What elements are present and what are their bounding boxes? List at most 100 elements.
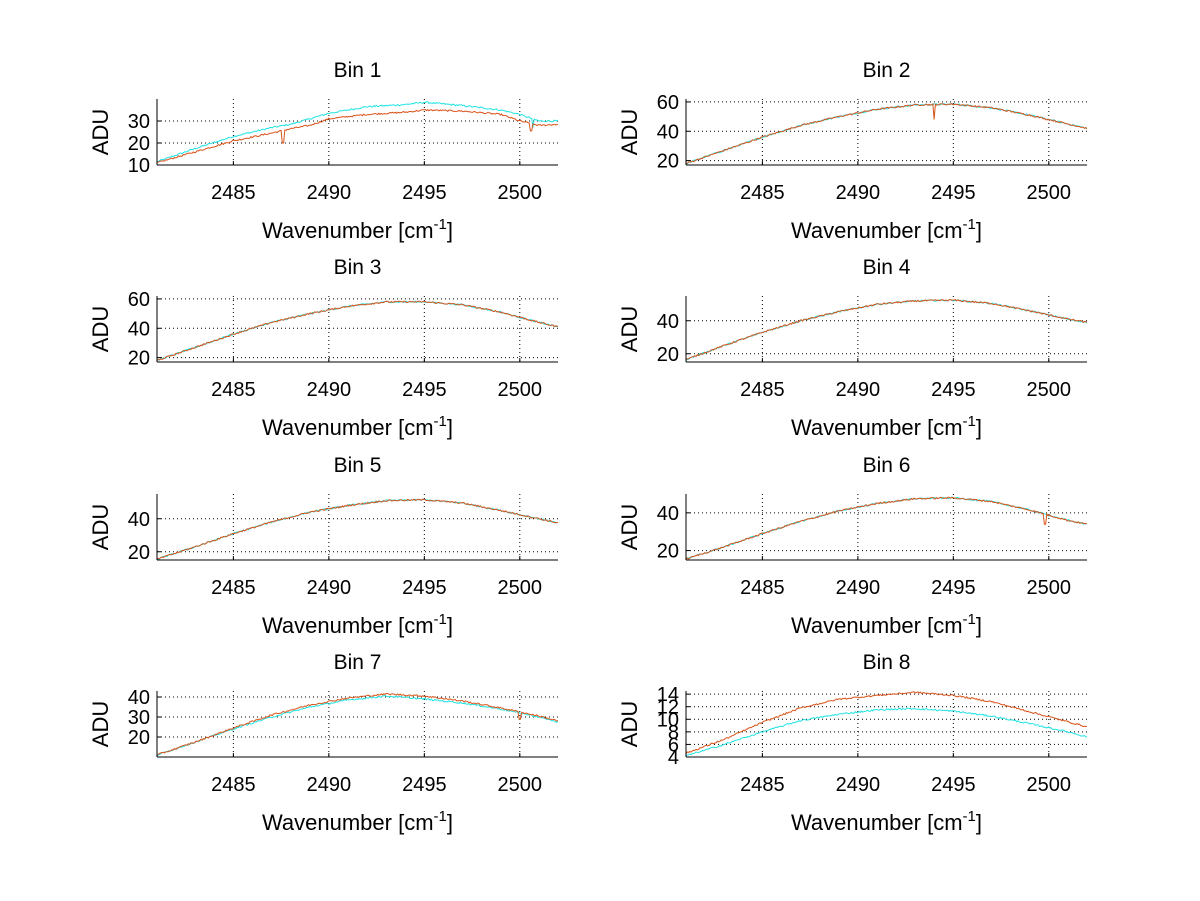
x-tick-label: 2490 (307, 774, 352, 796)
y-axis-label: ADU (88, 306, 113, 352)
x-tick-label: 2495 (402, 577, 447, 599)
x-tick-label: 2495 (402, 379, 447, 401)
x-tick-label: 2485 (211, 379, 256, 401)
x-tick-label: 2500 (1027, 774, 1072, 796)
x-axis-label: Wavenumber [cm-1] (262, 808, 453, 835)
x-tick-label: 2485 (740, 774, 785, 796)
y-tick-label: 40 (657, 311, 679, 333)
y-tick-label: 60 (128, 289, 150, 311)
series-line-cyan (686, 496, 1087, 560)
y-tick-label: 20 (128, 727, 150, 749)
series-line-orange (686, 496, 1087, 560)
series-line-orange (686, 691, 1087, 755)
x-axis-label: Wavenumber [cm-1] (262, 611, 453, 638)
subplot-5: 2485 2490 2495 2500 20 40 Bin 5 Wavenumber [cm-… (88, 454, 558, 638)
y-tick-label: 40 (128, 509, 150, 531)
x-tick-label: 2500 (498, 774, 543, 796)
series-line-orange (157, 108, 558, 163)
subplot-title: Bin 6 (863, 454, 911, 477)
y-tick-label: 60 (657, 92, 679, 114)
x-axis-label: Wavenumber [cm-1] (791, 808, 982, 835)
y-axis-label: ADU (88, 504, 113, 550)
x-axis-label: Wavenumber [cm-1] (262, 413, 453, 440)
x-tick-label: 2500 (1027, 379, 1072, 401)
x-axis-label: Wavenumber [cm-1] (791, 216, 982, 243)
x-tick-label: 2490 (307, 577, 352, 599)
series-line-orange (686, 299, 1087, 361)
x-tick-label: 2490 (836, 182, 881, 204)
x-axis-label: Wavenumber [cm-1] (791, 611, 982, 638)
series-line-orange (686, 102, 1087, 165)
x-tick-label: 2490 (836, 379, 881, 401)
x-tick-label: 2500 (1027, 182, 1072, 204)
x-axis-label: Wavenumber [cm-1] (791, 413, 982, 440)
y-tick-label: 20 (657, 541, 679, 563)
series-line-cyan (157, 101, 558, 163)
subplot-title: Bin 4 (863, 256, 911, 279)
y-tick-label: 40 (657, 503, 679, 525)
y-tick-label: 40 (657, 121, 679, 143)
y-tick-label: 12 (657, 697, 679, 719)
x-tick-label: 2490 (307, 379, 352, 401)
y-tick-label: 40 (128, 687, 150, 709)
y-tick-label: 20 (657, 344, 679, 366)
subplot-3: 2485 2490 2495 2500 20 40 60 Bin 3 Wavenumber [c… (88, 256, 558, 440)
x-tick-label: 2495 (402, 182, 447, 204)
x-tick-label: 2485 (740, 182, 785, 204)
subplot-2: 2485 2490 2495 2500 20 40 60 Bin 2 Wavenumber [c… (617, 59, 1087, 243)
y-tick-label: 14 (657, 684, 679, 706)
x-tick-label: 2485 (740, 577, 785, 599)
x-tick-label: 2495 (931, 577, 976, 599)
y-axis-label: ADU (88, 109, 113, 155)
y-tick-label: 20 (128, 542, 150, 564)
y-axis-label: ADU (617, 306, 642, 352)
x-tick-label: 2490 (836, 577, 881, 599)
y-tick-label: 20 (657, 151, 679, 173)
subplot-title: Bin 1 (334, 59, 382, 82)
subplot-title: Bin 3 (334, 256, 382, 279)
x-tick-label: 2495 (931, 774, 976, 796)
y-axis-label: ADU (88, 701, 113, 747)
y-tick-label: 30 (128, 111, 150, 133)
series-line-cyan (686, 707, 1087, 757)
x-tick-label: 2500 (1027, 577, 1072, 599)
x-tick-label: 2500 (498, 182, 543, 204)
x-tick-label: 2495 (931, 182, 976, 204)
x-tick-label: 2495 (931, 379, 976, 401)
series-line-orange (157, 498, 558, 560)
y-tick-label: 6 (668, 734, 679, 756)
y-tick-label: 20 (128, 133, 150, 155)
subplot-title: Bin 8 (863, 651, 911, 674)
subplot-title: Bin 7 (334, 651, 382, 674)
x-axis-label: Wavenumber [cm-1] (262, 216, 453, 243)
subplot-4: 2485 2490 2495 2500 20 40 Bin 4 Wavenumber [cm-… (617, 256, 1087, 440)
x-tick-label: 2500 (498, 577, 543, 599)
x-tick-label: 2485 (211, 774, 256, 796)
x-tick-label: 2485 (740, 379, 785, 401)
subplot-title: Bin 2 (863, 59, 911, 82)
y-axis-label: ADU (617, 109, 642, 155)
x-tick-label: 2485 (211, 577, 256, 599)
x-tick-label: 2490 (836, 774, 881, 796)
x-tick-label: 2495 (402, 774, 447, 796)
series-line-orange (157, 300, 558, 361)
y-tick-label: 40 (128, 318, 150, 340)
y-tick-label: 20 (128, 348, 150, 370)
y-axis-label: ADU (617, 701, 642, 747)
y-axis-label: ADU (617, 504, 642, 550)
subplot-6: 2485 2490 2495 2500 20 40 Bin 6 Wavenumber [cm-… (617, 454, 1087, 638)
y-tick-label: 8 (668, 722, 679, 744)
series-line-orange (157, 692, 558, 756)
x-tick-label: 2485 (211, 182, 256, 204)
y-tick-label: 4 (668, 747, 679, 769)
y-tick-label: 30 (128, 707, 150, 729)
subplot-title: Bin 5 (334, 454, 382, 477)
x-tick-label: 2500 (498, 379, 543, 401)
y-tick-label: 10 (128, 155, 150, 177)
x-tick-label: 2490 (307, 182, 352, 204)
y-tick-label: 10 (657, 709, 679, 731)
